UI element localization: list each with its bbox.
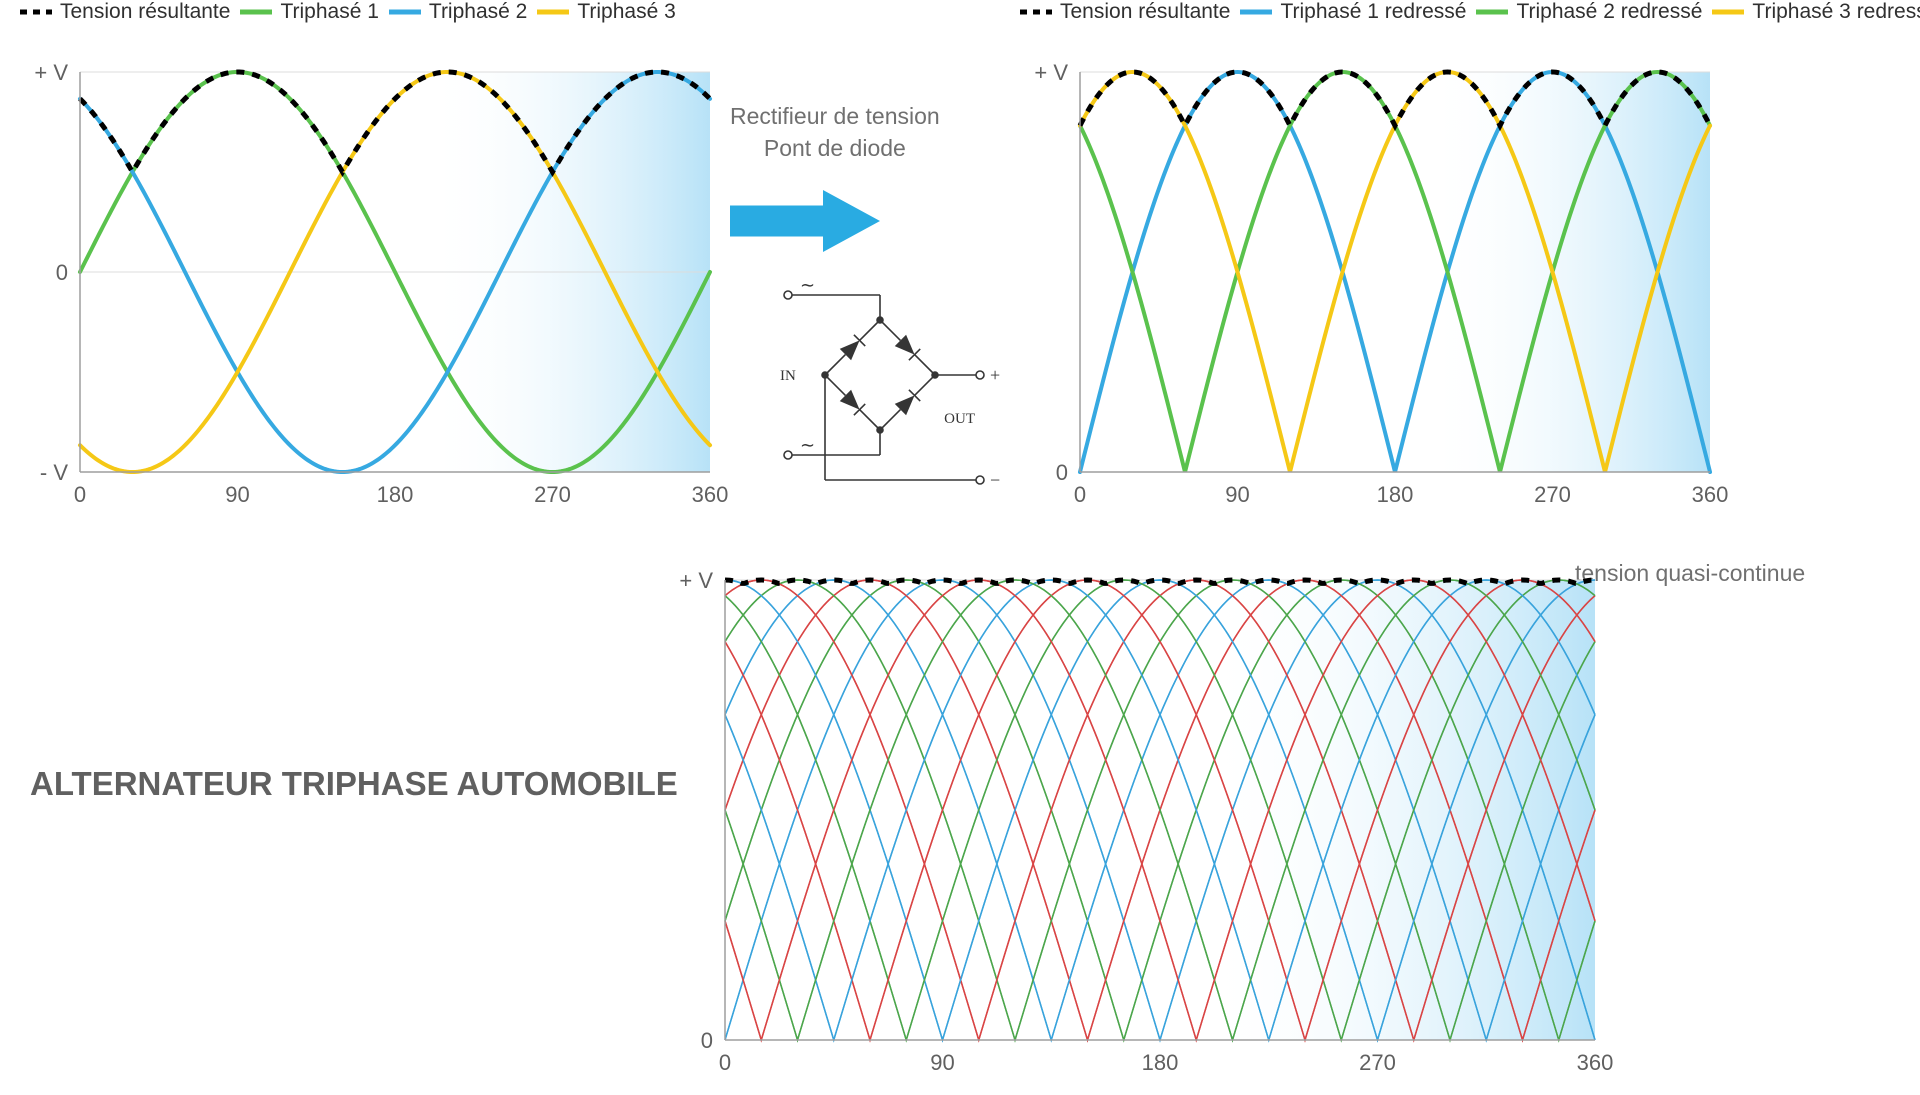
legend-swatch-icon	[1020, 4, 1052, 20]
svg-text:+: +	[990, 365, 1000, 385]
svg-text:+ V: + V	[1034, 60, 1068, 85]
chart-triphase-raw: Tension résultante Triphasé 1 Triphasé 2 Tr…	[20, 0, 730, 527]
svg-text:0: 0	[719, 1050, 731, 1075]
page-root: Tension résultante Triphasé 1 Triphasé 2 Tr…	[0, 0, 1920, 1080]
legend-item: Triphasé 1	[240, 0, 378, 24]
svg-text:0: 0	[701, 1028, 713, 1053]
legend-left: Tension résultante Triphasé 1 Triphasé 2 Tr…	[20, 0, 730, 24]
legend-swatch-icon	[537, 4, 569, 20]
svg-text:90: 90	[225, 482, 249, 507]
legend-swatch-icon	[1476, 4, 1508, 20]
main-title: ALTERNATEUR TRIPHASE AUTOMOBILE	[30, 765, 678, 803]
legend-item: Triphasé 1 redressé	[1240, 0, 1466, 24]
chart-left-svg: 090180270360+ V0- V	[20, 32, 730, 522]
chart-triphase-rectified: Tension résultante Triphasé 1 redressé Tri…	[1020, 0, 1920, 527]
svg-text:180: 180	[1377, 482, 1414, 507]
legend-swatch-icon	[240, 4, 272, 20]
legend-item: Tension résultante	[1020, 0, 1230, 24]
legend-label: Triphasé 3	[577, 0, 675, 24]
legend-label: Triphasé 2 redressé	[1516, 0, 1702, 24]
arrow-icon	[730, 190, 880, 257]
svg-text:180: 180	[1142, 1050, 1179, 1075]
svg-text:180: 180	[377, 482, 414, 507]
svg-text:0: 0	[1074, 482, 1086, 507]
legend-label: Triphasé 2	[429, 0, 527, 24]
chart-multiphase: 0 90 180 270 360 + V 0	[665, 540, 1615, 1095]
svg-text:+ V: + V	[34, 60, 68, 85]
legend-item: Triphasé 2	[389, 0, 527, 24]
legend-label: Tension résultante	[1060, 0, 1230, 24]
legend-swatch-icon	[1712, 4, 1744, 20]
legend-swatch-icon	[20, 4, 52, 20]
legend-swatch-icon	[1240, 4, 1272, 20]
legend-label: Tension résultante	[60, 0, 230, 24]
svg-text:−: −	[990, 470, 1000, 490]
svg-text:360: 360	[1692, 482, 1729, 507]
svg-text:IN: IN	[780, 368, 796, 384]
svg-text:270: 270	[534, 482, 571, 507]
svg-text:- V: - V	[40, 460, 68, 485]
rectifier-label-line1: Rectifieur de tension	[730, 100, 940, 132]
diode-bridge-circuit-icon: ∼ ∼ IN OUT + −	[770, 275, 1010, 500]
legend-label: Triphasé 3 redressé	[1752, 0, 1920, 24]
legend-label: Triphasé 1 redressé	[1280, 0, 1466, 24]
svg-text:+ V: + V	[679, 568, 713, 593]
legend-label: Triphasé 1	[280, 0, 378, 24]
svg-text:0: 0	[56, 260, 68, 285]
legend-item: Triphasé 2 redressé	[1476, 0, 1702, 24]
legend-item: Triphasé 3	[537, 0, 675, 24]
chart-right-svg: 0 90 180 270 360 + V 0	[1020, 32, 1730, 522]
svg-text:0: 0	[74, 482, 86, 507]
legend-item: Tension résultante	[20, 0, 230, 24]
legend-item: Triphasé 3 redressé	[1712, 0, 1920, 24]
svg-text:0: 0	[1056, 460, 1068, 485]
rectifier-label: Rectifieur de tension Pont de diode	[730, 100, 940, 164]
chart-bottom-svg: 0 90 180 270 360 + V 0	[665, 540, 1615, 1090]
svg-text:OUT: OUT	[944, 411, 975, 427]
legend-swatch-icon	[389, 4, 421, 20]
svg-text:270: 270	[1359, 1050, 1396, 1075]
svg-text:∼: ∼	[800, 275, 815, 295]
legend-right: Tension résultante Triphasé 1 redressé Tri…	[1020, 0, 1920, 24]
svg-text:270: 270	[1534, 482, 1571, 507]
svg-text:360: 360	[692, 482, 729, 507]
svg-text:360: 360	[1577, 1050, 1614, 1075]
rectifier-label-line2: Pont de diode	[730, 132, 940, 164]
svg-text:90: 90	[930, 1050, 954, 1075]
svg-text:∼: ∼	[800, 435, 815, 455]
svg-text:90: 90	[1225, 482, 1249, 507]
